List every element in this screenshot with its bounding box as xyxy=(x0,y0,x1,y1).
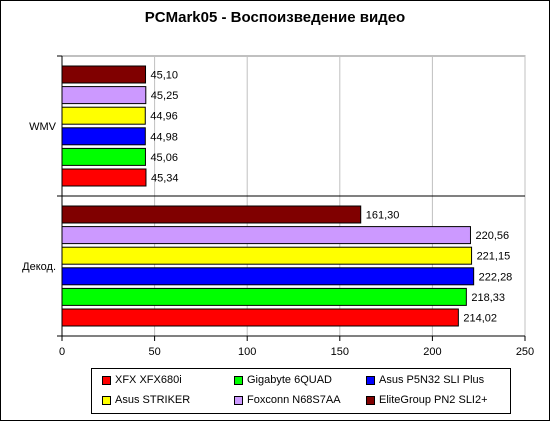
legend-label: XFX XFX680i xyxy=(115,374,182,386)
data-label: 45,25 xyxy=(151,90,179,102)
data-label: 214,02 xyxy=(463,313,497,325)
legend-item: Asus STRIKER xyxy=(102,394,190,406)
bar xyxy=(61,147,146,166)
legend: XFX XFX680i Gigabyte 6QUAD Asus P5N32 SLI … xyxy=(91,368,511,414)
legend-item: EliteGroup PN2 SLI2+ xyxy=(366,394,488,406)
legend-item: Asus P5N32 SLI Plus xyxy=(366,374,484,386)
chart-title: PCMark05 - Воспоизведение видео xyxy=(144,9,406,26)
bar xyxy=(61,86,147,105)
data-label: 45,34 xyxy=(151,173,179,185)
data-label: 221,15 xyxy=(477,251,511,263)
legend-item: XFX XFX680i xyxy=(102,374,182,386)
legend-label: Asus STRIKER xyxy=(115,394,191,406)
legend-label: EliteGroup PN2 SLI2+ xyxy=(379,394,488,406)
x-tick-label: 0 xyxy=(59,346,65,358)
legend-label: Foxconn N68S7AA xyxy=(247,394,341,406)
legend-swatch xyxy=(234,395,243,405)
x-tick-label: 200 xyxy=(423,346,441,358)
legend-swatch xyxy=(366,395,375,405)
legend-swatch xyxy=(234,375,243,385)
bar xyxy=(61,205,362,224)
legend-swatch xyxy=(366,375,375,385)
legend-swatch xyxy=(102,395,111,405)
bar xyxy=(61,246,473,265)
bar xyxy=(61,106,146,125)
legend-label: Gigabyte 6QUAD xyxy=(247,374,332,386)
data-label: 44,96 xyxy=(150,111,178,123)
bar xyxy=(61,226,471,245)
bar xyxy=(61,168,147,187)
category-label: WMV xyxy=(29,121,57,133)
legend-item: Foxconn N68S7AA xyxy=(234,394,341,406)
category-label: Декод. xyxy=(22,261,56,273)
x-tick-label: 150 xyxy=(331,346,349,358)
data-label: 161,30 xyxy=(366,210,400,222)
data-label: 220,56 xyxy=(475,230,509,242)
data-label: 45,10 xyxy=(151,70,179,82)
x-tick-label: 100 xyxy=(238,346,256,358)
legend-swatch xyxy=(102,375,111,385)
bar xyxy=(61,127,146,146)
data-label: 44,98 xyxy=(150,131,178,143)
legend-label: Asus P5N32 SLI Plus xyxy=(379,374,485,386)
data-label: 222,28 xyxy=(479,271,513,283)
bar xyxy=(61,308,459,327)
x-tick-label: 50 xyxy=(148,346,160,358)
data-label: 45,06 xyxy=(150,152,178,164)
legend-item: Gigabyte 6QUAD xyxy=(234,374,332,386)
x-tick-label: 250 xyxy=(516,346,534,358)
bar xyxy=(61,287,467,306)
bar xyxy=(61,65,147,84)
data-label: 218,33 xyxy=(471,292,505,304)
bar xyxy=(61,267,475,286)
